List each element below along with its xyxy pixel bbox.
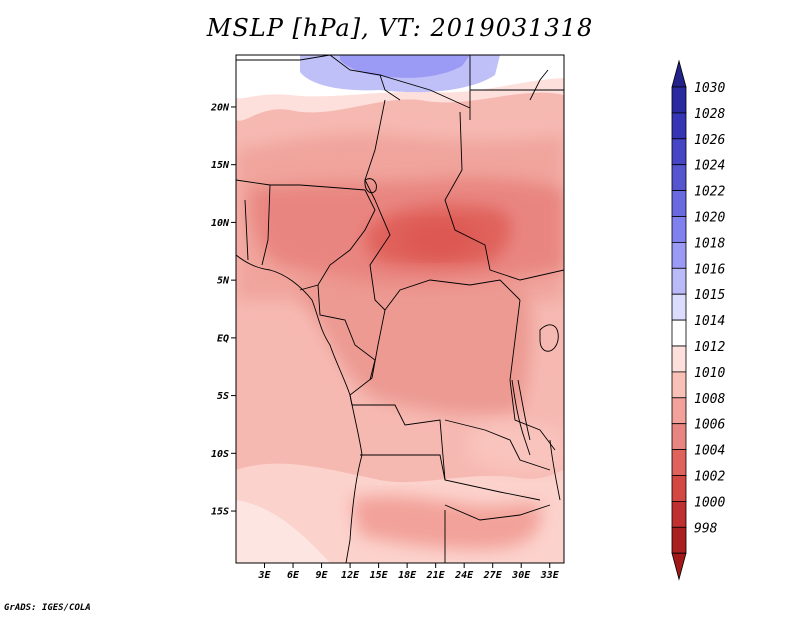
border-niger-chad xyxy=(364,99,386,201)
border-chad-sudan xyxy=(444,111,491,271)
border-niger-nigeria xyxy=(236,179,366,191)
map-frame xyxy=(235,54,565,564)
lat-tick-label: 5S xyxy=(217,391,229,402)
colorbar-top-arrow xyxy=(671,59,687,88)
colorbar-label: 1030 xyxy=(694,81,725,96)
low-pressure-center xyxy=(400,223,476,256)
lon-tick-label: 27E xyxy=(483,570,503,581)
border-gabon-congo xyxy=(317,284,376,381)
lat-tick-label: 20N xyxy=(210,102,230,113)
border-ghana-togo xyxy=(244,199,249,261)
lat-tick-label: 10N xyxy=(211,218,230,229)
latitude-axis: 20N 15N 10N 5N EQ 5S 10S 15S xyxy=(210,102,236,518)
pressure-zone-southeast-light xyxy=(470,424,564,474)
lat-tick-label: EQ xyxy=(217,333,229,344)
colorbar-segment xyxy=(671,345,687,373)
colorbar-label: 1014 xyxy=(694,314,725,329)
colorbar-segment xyxy=(671,190,687,217)
border-libya-niger xyxy=(329,55,471,120)
colorbar-segment xyxy=(671,112,687,140)
colorbar-label: 1018 xyxy=(694,236,725,251)
lon-tick-label: 6E xyxy=(287,570,300,581)
colorbar-segment xyxy=(671,164,687,191)
lake-tanganyika-west xyxy=(511,379,531,456)
lon-tick-label: 12E xyxy=(341,570,360,581)
colorbar-label: 1010 xyxy=(694,366,725,381)
colorbar-label: 1000 xyxy=(694,495,725,510)
colorbar-label: 1026 xyxy=(694,133,725,148)
lat-tick-label: 15N xyxy=(211,160,230,171)
colorbar-segment xyxy=(671,86,687,114)
colorbar-segment xyxy=(671,475,687,502)
lat-tick-label: 15S xyxy=(211,507,229,518)
colorbar-segment xyxy=(671,526,687,554)
border-libya-chad xyxy=(379,74,401,101)
border-namibia xyxy=(360,454,541,501)
lon-tick-label: 33E xyxy=(540,570,560,581)
colorbar-segment xyxy=(671,371,687,399)
border-zambia-zimbabwe xyxy=(444,504,551,521)
colorbar-label: 1004 xyxy=(694,444,725,459)
lon-tick-label: 9E xyxy=(316,570,329,581)
high-pressure-core xyxy=(340,55,470,78)
colorbar-label: 1022 xyxy=(694,185,725,200)
country-borders xyxy=(236,55,564,563)
lon-tick-label: 21E xyxy=(426,570,446,581)
longitude-axis: 3E 6E 9E 12E 15E 18E 21E 24E 27E 30E 33E xyxy=(257,563,560,581)
border-drc-angola xyxy=(352,404,446,481)
colorbar-label: 998 xyxy=(694,521,718,536)
lake-malawi xyxy=(549,439,561,501)
colorbar-label: 1020 xyxy=(694,211,725,226)
colorbar-segment xyxy=(671,267,687,295)
pressure-zone-1008-central xyxy=(300,272,532,415)
nile-river-segment xyxy=(529,69,549,101)
colorbar-label: 1012 xyxy=(694,340,725,355)
pressure-field xyxy=(236,55,564,563)
colorbar-segment xyxy=(671,293,687,321)
lat-tick-label: 10S xyxy=(211,449,229,460)
pressure-zone-southwest-1014 xyxy=(236,500,330,563)
colorbar-segment xyxy=(671,241,687,269)
border-south-sudan-ethiopia xyxy=(489,269,564,281)
colorbar-label: 1015 xyxy=(694,288,725,303)
lake-tanganyika-east xyxy=(517,379,531,441)
colorbar-bottom-arrow xyxy=(671,552,687,581)
colorbar-segment xyxy=(671,423,687,451)
lat-tick-label: 5N xyxy=(217,276,230,287)
lake-chad xyxy=(364,178,377,194)
coastline-west-africa xyxy=(236,254,363,563)
colorbar-segment xyxy=(671,449,687,476)
border-angola-zambia xyxy=(444,419,551,471)
border-drc-east xyxy=(509,299,556,451)
colorbar-segment xyxy=(671,138,687,166)
lon-tick-label: 3E xyxy=(257,570,271,581)
border-algeria-niger xyxy=(236,55,331,61)
colorbar-segment xyxy=(671,500,687,528)
colorbar-label: 1008 xyxy=(694,392,725,407)
border-cameroon-car xyxy=(369,199,391,311)
colorbar-segment xyxy=(671,319,687,347)
map-title: MSLP [hPa], VT: 2019031318 xyxy=(206,14,594,42)
grads-credit: GrADS: IGES/COLA xyxy=(4,603,91,613)
lon-tick-label: 24E xyxy=(454,570,474,581)
colorbar-label: 1028 xyxy=(694,107,725,122)
border-benin-nigeria xyxy=(261,184,271,266)
colorbar-segment xyxy=(671,397,687,425)
colorbar-label: 1024 xyxy=(694,159,725,174)
pressure-zone-south-1008 xyxy=(350,495,541,550)
colorbar-label: 1016 xyxy=(694,262,725,277)
colorbar-label: 1002 xyxy=(694,470,725,485)
colorbar-segment xyxy=(671,216,687,243)
lon-tick-label: 30E xyxy=(511,570,531,581)
colorbar: 1030 1028 1026 1024 1022 1020 1018 1016 1015 1014… xyxy=(671,59,725,581)
lake-victoria-shore xyxy=(539,324,559,352)
lon-tick-label: 18E xyxy=(398,570,417,581)
border-car-drc xyxy=(384,279,521,311)
colorbar-label: 1006 xyxy=(694,418,725,433)
lon-tick-label: 15E xyxy=(370,570,389,581)
